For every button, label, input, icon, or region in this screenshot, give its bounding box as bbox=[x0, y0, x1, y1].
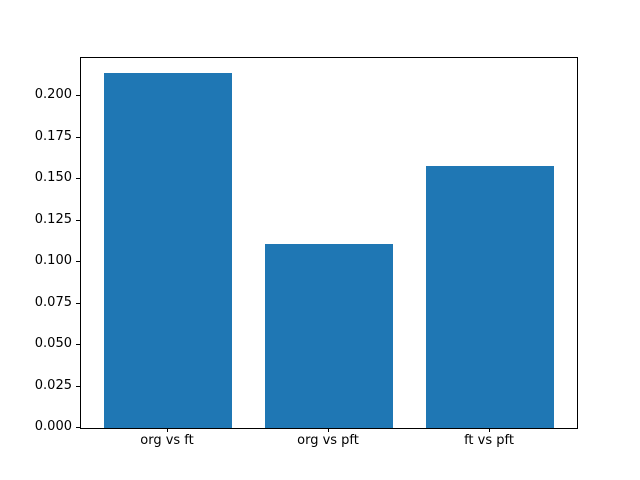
x-tick-label: ft vs pft bbox=[464, 433, 514, 448]
x-tick-mark bbox=[328, 428, 329, 432]
y-tick-label: 0.100 bbox=[34, 253, 72, 269]
y-tick-label: 0.175 bbox=[34, 128, 72, 144]
y-tick-label: 0.150 bbox=[34, 170, 72, 186]
bar-org-vs-ft bbox=[103, 72, 233, 428]
y-tick-label: 0.200 bbox=[34, 87, 72, 103]
x-tick-label: org vs ft bbox=[140, 433, 194, 448]
y-tick-label: 0.075 bbox=[34, 294, 72, 310]
plot-area bbox=[80, 57, 578, 429]
y-tick-mark bbox=[76, 344, 80, 345]
y-tick-mark bbox=[76, 427, 80, 428]
y-tick-label: 0.000 bbox=[34, 419, 72, 434]
x-tick-label: org vs pft bbox=[297, 433, 359, 448]
x-tick-mark bbox=[167, 428, 168, 432]
y-tick-mark bbox=[76, 261, 80, 263]
y-tick-mark bbox=[76, 385, 80, 387]
y-tick-mark bbox=[76, 302, 80, 304]
y-tick-mark bbox=[76, 178, 80, 180]
y-tick-label: 0.125 bbox=[34, 211, 72, 227]
y-tick-mark bbox=[76, 219, 80, 221]
y-tick-mark bbox=[76, 95, 80, 97]
x-tick-mark bbox=[489, 428, 490, 432]
y-tick-mark bbox=[76, 136, 80, 138]
bar-ft-vs-pft bbox=[425, 165, 555, 428]
y-tick-label: 0.050 bbox=[34, 336, 72, 351]
y-tick-label: 0.025 bbox=[34, 377, 72, 393]
bar-org-vs-pft bbox=[264, 243, 394, 428]
